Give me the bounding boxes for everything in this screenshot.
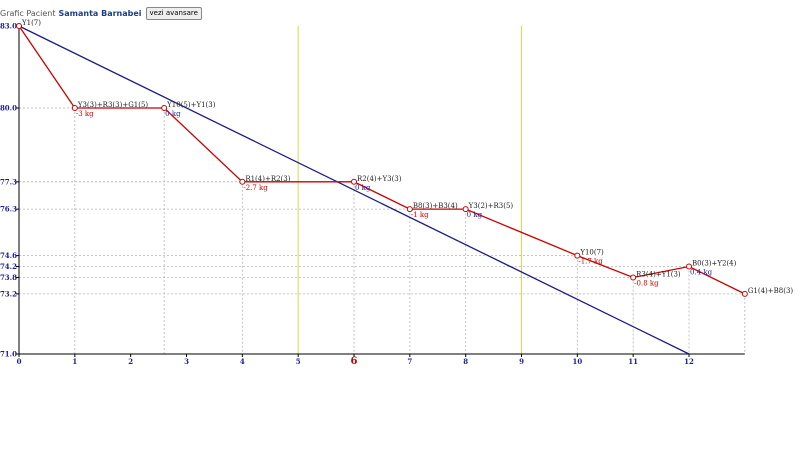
x-tick-label: 6 (351, 356, 358, 367)
x-tick-label: 4 (240, 357, 245, 366)
data-point-label: Y10(5)+Y1(3) (166, 101, 216, 109)
data-point-label: B0(3)+Y2(4) (692, 260, 737, 268)
data-point (630, 274, 637, 281)
data-point-label: Y10(7) (579, 249, 604, 257)
y-tick-label: 71.0 (0, 350, 17, 359)
weight-change-label: -1 kg (411, 211, 429, 219)
data-point-label: G1(4)+B8(3) (748, 287, 794, 295)
x-tick-label: 1 (72, 357, 77, 366)
x-tick-label: 9 (519, 357, 524, 366)
chart-header: Grafic Pacient Samanta Barnabei vezi ava… (0, 6, 202, 20)
x-tick-label: 7 (407, 357, 412, 366)
weight-change-label: -1.7 kg (578, 258, 603, 266)
y-tick-label: 73.2 (0, 289, 17, 298)
data-point-label: Y1(7) (21, 19, 41, 27)
header-title: Grafic Pacient (0, 8, 56, 18)
target-line (18, 25, 690, 355)
y-tick-label: 80.0 (0, 104, 17, 113)
data-point-label: Y3(2)+R3(5) (468, 202, 514, 210)
y-tick-label: 74.6 (0, 251, 17, 260)
data-point (239, 178, 246, 185)
x-tick-label: 5 (296, 357, 301, 366)
y-tick-label: 73.8 (0, 273, 17, 282)
y-tick-label: 74.2 (0, 262, 17, 271)
data-point (351, 178, 357, 185)
data-point (16, 23, 22, 29)
weight-change-label: 0.4 kg (690, 269, 713, 277)
weight-change-label: 0 kg (355, 184, 371, 192)
x-tick-label: 12 (684, 357, 694, 366)
weight-change-label: 0 kg (165, 110, 181, 118)
data-point (406, 206, 413, 213)
x-tick-label: 0 (17, 357, 22, 366)
data-point-label: R3(4)+Y1(3) (636, 270, 681, 278)
data-point-label: Y3(3)+R3(3)+G1(5) (77, 101, 149, 109)
weight-change-label: -2.7 kg (243, 184, 268, 192)
weight-change-label: -0.8 kg (634, 279, 659, 287)
x-tick-label: 2 (128, 357, 133, 366)
patient-name: Samanta Barnabei (58, 8, 142, 18)
data-point (574, 252, 581, 259)
data-point (462, 206, 469, 213)
y-tick-label: 77.3 (0, 177, 17, 186)
weight-change-label: 0 kg (467, 211, 483, 219)
data-point-label: B8(3)+B3(4) (413, 202, 458, 210)
weight-change-label: -3 kg (76, 110, 94, 118)
x-tick-label: 11 (628, 357, 638, 366)
x-tick-label: 8 (463, 357, 468, 366)
weight-series-line (18, 25, 746, 295)
x-tick-label: 3 (184, 357, 189, 366)
data-point (741, 290, 748, 297)
data-point (686, 263, 692, 270)
data-point-label: R1(4)+R2(3) (245, 175, 290, 183)
data-point-label: R2(4)+Y3(3) (357, 175, 402, 183)
x-tick-label: 10 (572, 357, 582, 366)
y-tick-label: 76.3 (0, 205, 17, 214)
y-tick-label: 83.0 (0, 22, 17, 31)
vezi-avansare-button[interactable]: vezi avansare (145, 6, 202, 20)
data-point (161, 105, 168, 111)
data-point (71, 105, 78, 111)
